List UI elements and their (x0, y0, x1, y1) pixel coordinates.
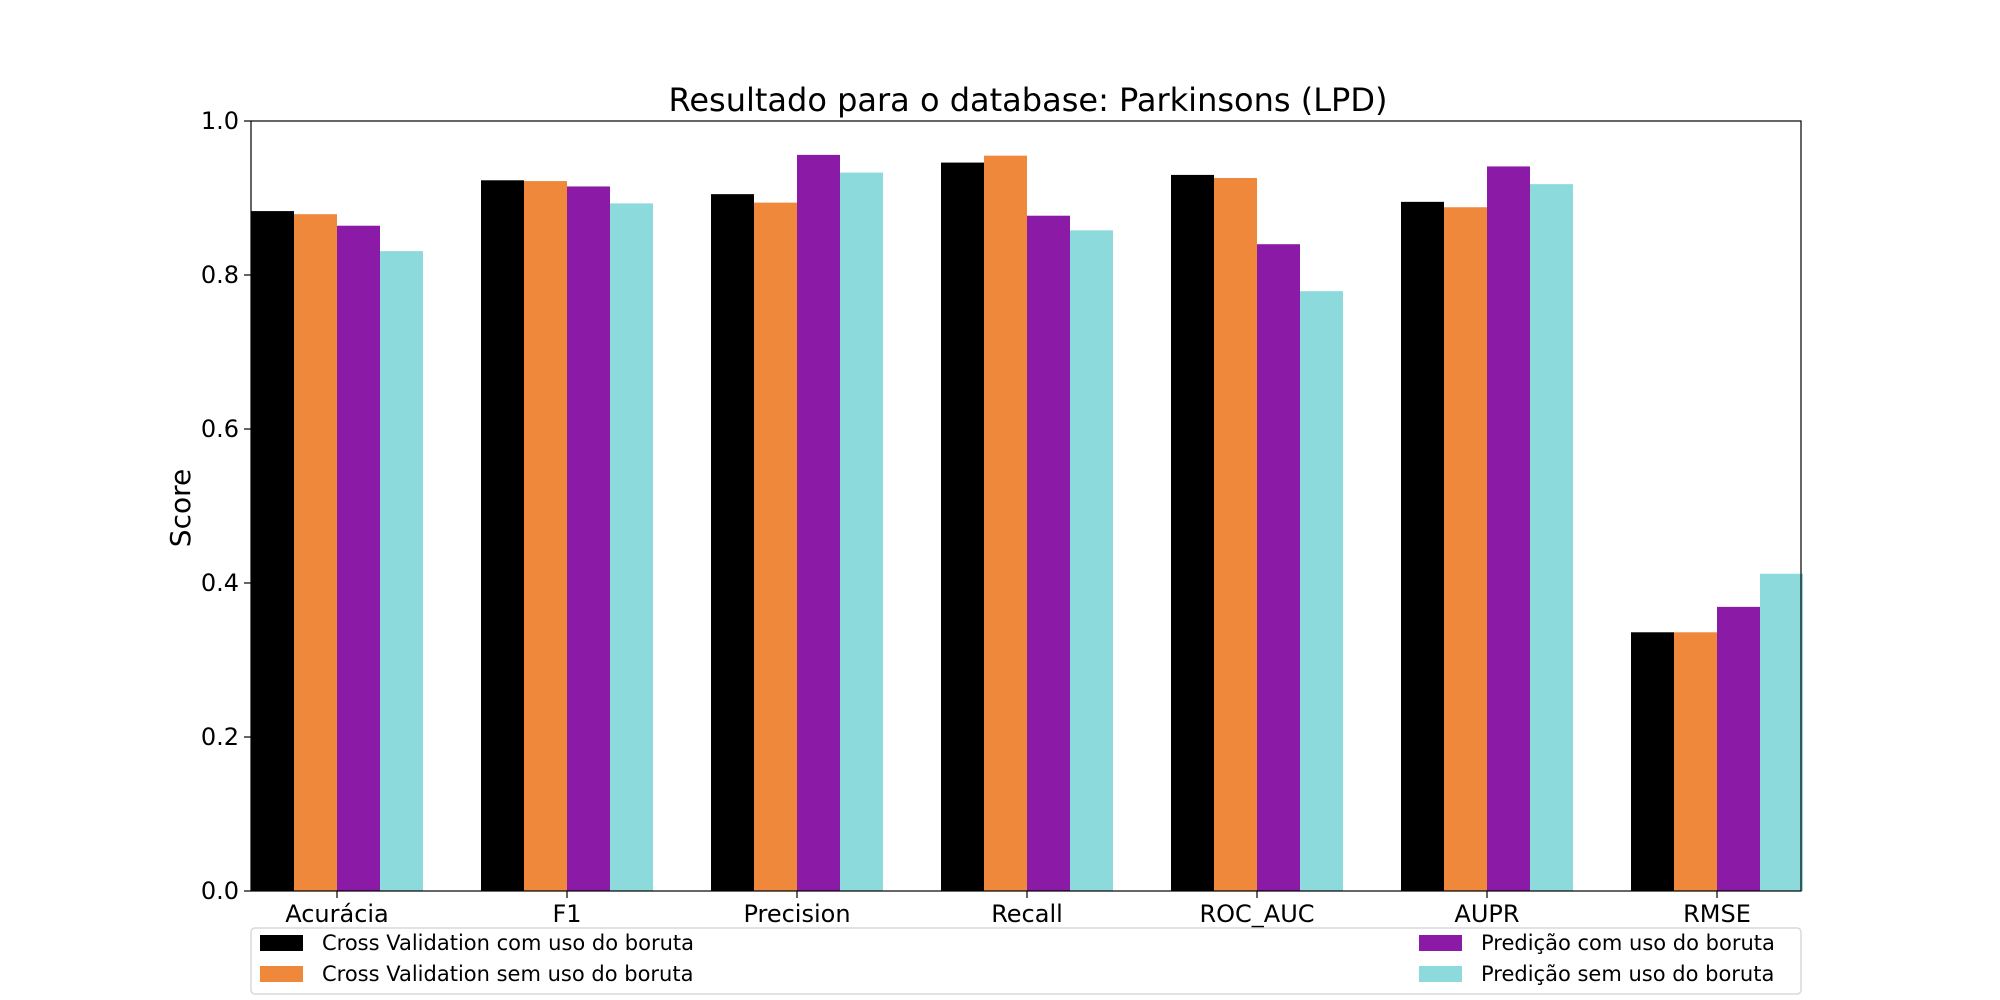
legend-frame (250, 927, 1802, 995)
y-axis: 0.0 0.2 0.4 0.6 0.8 1.0 (201, 107, 251, 905)
x-tick-label: RMSE (1683, 900, 1751, 928)
bar (1487, 166, 1530, 891)
legend-entry-label: Predição sem uso do boruta (1481, 962, 1774, 986)
y-tick-label: 0.4 (201, 569, 239, 597)
x-tick-label: ROC_AUC (1199, 900, 1314, 928)
bar (1027, 215, 1070, 891)
legend-swatch (260, 966, 303, 982)
bars-group (251, 154, 1803, 892)
bar (294, 214, 337, 892)
x-tick-label: AUPR (1454, 900, 1519, 928)
bar (380, 251, 423, 891)
bar (1444, 207, 1487, 892)
bar (337, 225, 380, 892)
y-tick-label: 0.2 (201, 723, 239, 751)
plot-area-frame (250, 120, 1802, 892)
x-tick-label: Recall (991, 900, 1063, 928)
legend-entry-label: Cross Validation com uso do boruta (322, 931, 694, 955)
bar (567, 186, 610, 891)
bar (1300, 291, 1343, 891)
chart-title: Resultado para o database: Parkinsons (L… (669, 81, 1388, 119)
legend-swatch (1419, 935, 1462, 951)
legend-swatch (1419, 966, 1462, 982)
bar (1674, 632, 1717, 891)
bar (1070, 230, 1113, 892)
bar (754, 202, 797, 891)
bar (984, 155, 1027, 891)
legend-entry-label: Predição com uso do boruta (1481, 931, 1775, 955)
bar (1530, 184, 1573, 891)
bar (1760, 573, 1803, 891)
y-axis-label: Score (164, 469, 197, 547)
bar (1214, 177, 1257, 892)
bar (610, 203, 653, 891)
legend: Cross Validation com uso do boruta Cross … (250, 927, 1802, 995)
bar (1717, 606, 1760, 891)
bar (1631, 632, 1674, 891)
x-tick-label: F1 (552, 900, 581, 928)
x-tick-label: Acurácia (285, 900, 389, 928)
x-axis: Acurácia F1 Precision Recall ROC_AUC AUPR RMSE (285, 891, 1751, 928)
x-tick-label: Precision (743, 900, 850, 928)
y-tick-label: 0.6 (201, 415, 239, 443)
bar (941, 162, 984, 891)
bar (711, 194, 754, 891)
bar (481, 180, 524, 892)
bar (251, 211, 294, 892)
legend-entry-label: Cross Validation sem uso do boruta (322, 962, 693, 986)
legend-swatch (260, 935, 303, 951)
y-tick-label: 0.8 (201, 261, 239, 289)
bar (1257, 244, 1300, 891)
y-tick-label: 1.0 (201, 107, 239, 135)
bar (840, 172, 883, 892)
bar (1171, 174, 1214, 891)
bar (1401, 201, 1444, 892)
bar (524, 181, 567, 891)
y-tick-label: 0.0 (201, 877, 239, 905)
bar (797, 154, 840, 891)
